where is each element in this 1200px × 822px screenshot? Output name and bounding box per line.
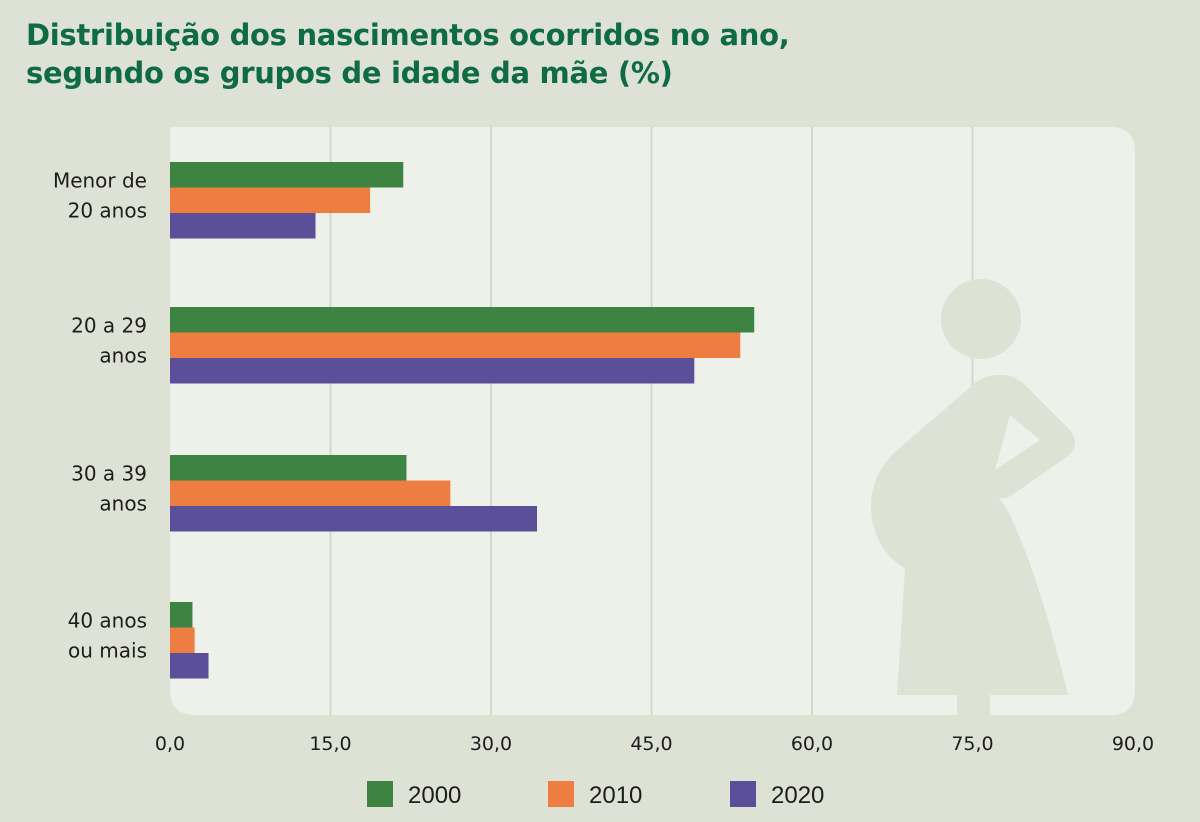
legend-swatch-2000 bbox=[367, 781, 393, 807]
category-label: 40 anos bbox=[68, 608, 147, 632]
bar-2020-0 bbox=[170, 213, 316, 239]
bar-2000-1 bbox=[170, 307, 755, 333]
bar-2010-2 bbox=[170, 480, 451, 506]
chart-title-line-1: Distribuição dos nascimentos ocorridos n… bbox=[26, 18, 790, 52]
bar-2000-0 bbox=[170, 162, 404, 188]
bar-2000-2 bbox=[170, 455, 407, 481]
category-label: 20 anos bbox=[68, 198, 147, 222]
category-labels: Menor de 20 anos 20 a 29 anos 30 a 39 anos 40 … bbox=[53, 168, 147, 662]
category-label: Menor de bbox=[53, 168, 147, 192]
legend: 2000 2010 2020 bbox=[367, 781, 824, 809]
x-tick-label: 0,0 bbox=[155, 733, 185, 755]
x-tick-label: 15,0 bbox=[309, 733, 351, 755]
bar-2020-3 bbox=[170, 653, 209, 679]
bar-2020-2 bbox=[170, 506, 538, 532]
bar-2010-0 bbox=[170, 187, 371, 213]
legend-swatch-2020 bbox=[730, 781, 756, 807]
chart-title-line-2: segundo os grupos de idade da mãe (%) bbox=[26, 56, 673, 90]
bars bbox=[170, 162, 755, 679]
bar-2010-1 bbox=[170, 332, 741, 358]
category-label: 30 a 39 bbox=[71, 461, 147, 485]
chart-title: Distribuição dos nascimentos ocorridos n… bbox=[26, 16, 790, 92]
bar-2010-3 bbox=[170, 627, 195, 653]
x-tick-label: 30,0 bbox=[470, 733, 512, 755]
category-label: 20 a 29 bbox=[71, 313, 147, 337]
category-label: anos bbox=[99, 491, 147, 515]
x-tick-label: 75,0 bbox=[951, 733, 993, 755]
pregnant-woman-silhouette-icon bbox=[870, 279, 1075, 715]
x-tick-label: 45,0 bbox=[630, 733, 672, 755]
category-label: ou mais bbox=[68, 638, 147, 662]
bar-2020-1 bbox=[170, 358, 695, 384]
legend-label: 2000 bbox=[408, 782, 461, 809]
category-label: anos bbox=[99, 343, 147, 367]
legend-label: 2020 bbox=[771, 782, 824, 809]
legend-label: 2010 bbox=[589, 782, 642, 809]
legend-swatch-2010 bbox=[548, 781, 574, 807]
x-tick-label: 60,0 bbox=[791, 733, 833, 755]
bar-2000-3 bbox=[170, 602, 193, 628]
x-axis-tick-labels: 0,0 15,0 30,0 45,0 60,0 75,0 90,0 bbox=[155, 733, 1154, 755]
x-tick-label: 90,0 bbox=[1112, 733, 1154, 755]
